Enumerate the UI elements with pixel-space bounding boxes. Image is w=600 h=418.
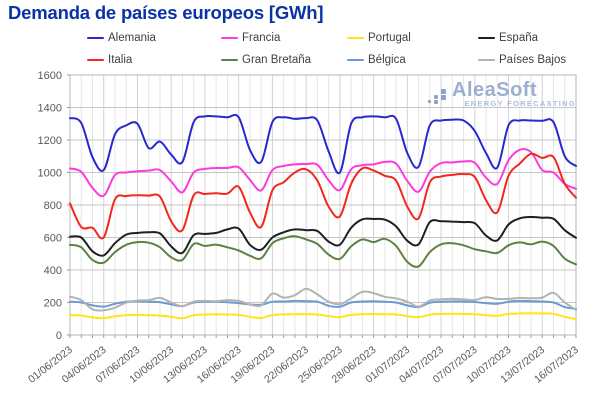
aleasoft-tagline-text: ENERGY FORECASTING	[464, 99, 576, 108]
legend-line-swatch	[87, 58, 104, 62]
series-line-italia	[69, 152, 577, 240]
legend-label: Alemania	[108, 32, 156, 44]
legend-item-francia: Francia	[221, 31, 280, 45]
svg-text:1000: 1000	[38, 168, 62, 180]
legend-line-swatch	[347, 58, 364, 62]
legend-item-países-bajos: Países Bajos	[478, 53, 566, 67]
svg-text:1600: 1600	[38, 70, 62, 82]
series-line-portugal	[69, 312, 577, 321]
axis-ticks	[67, 74, 577, 338]
legend-label: Portugal	[368, 32, 411, 44]
aleasoft-logo: AleaSoft ENERGY FORECASTING	[428, 79, 578, 111]
legend-item-portugal: Portugal	[347, 31, 411, 45]
svg-text:0: 0	[56, 330, 62, 342]
legend-item-italia: Italia	[87, 53, 132, 67]
legend-line-swatch	[347, 36, 364, 40]
svg-text:400: 400	[44, 265, 62, 277]
legend-label: Francia	[242, 32, 281, 44]
series-line-bélgica	[69, 299, 577, 310]
legend-line-swatch	[221, 58, 238, 62]
legend-item-bélgica: Bélgica	[347, 53, 406, 67]
legend-line-swatch	[87, 36, 104, 40]
series-line-países-bajos	[69, 287, 577, 312]
svg-text:600: 600	[44, 233, 62, 245]
legend-label: España	[499, 32, 539, 44]
legend-label: Países Bajos	[499, 54, 567, 66]
legend-item-españa: España	[478, 31, 538, 45]
series-line-gran-bretaña	[69, 235, 577, 268]
legend-label: Italia	[108, 54, 133, 66]
y-axis-labels: 0 200 400 600 800 1000 1200 1400 1600	[38, 70, 62, 342]
legend-item-alemania: Alemania	[87, 31, 156, 45]
legend: Alemania Francia Portugal España Italia Gran …	[0, 0, 600, 72]
aleasoft-brand-text: AleaSoft	[452, 79, 538, 101]
legend-item-gran-bretaña: Gran Bretaña	[221, 53, 311, 67]
series-lines	[69, 113, 577, 321]
svg-text:800: 800	[44, 200, 62, 212]
series-line-alemania	[69, 113, 577, 175]
chart-title: Demanda de países europeos [GWh]	[8, 2, 324, 23]
series-line-francia	[69, 148, 577, 198]
series-line-españa	[69, 215, 577, 257]
legend-line-swatch	[221, 36, 238, 40]
aleasoft-dots-icon	[428, 87, 450, 107]
legend-line-swatch	[478, 58, 495, 62]
svg-text:1200: 1200	[38, 135, 62, 147]
svg-text:1400: 1400	[38, 103, 62, 115]
legend-label: Gran Bretaña	[242, 54, 312, 66]
svg-text:200: 200	[44, 298, 62, 310]
legend-label: Bélgica	[368, 54, 406, 66]
x-axis-labels: 01/06/202304/06/202307/06/202310/06/2023…	[26, 344, 581, 386]
legend-line-swatch	[478, 36, 495, 40]
